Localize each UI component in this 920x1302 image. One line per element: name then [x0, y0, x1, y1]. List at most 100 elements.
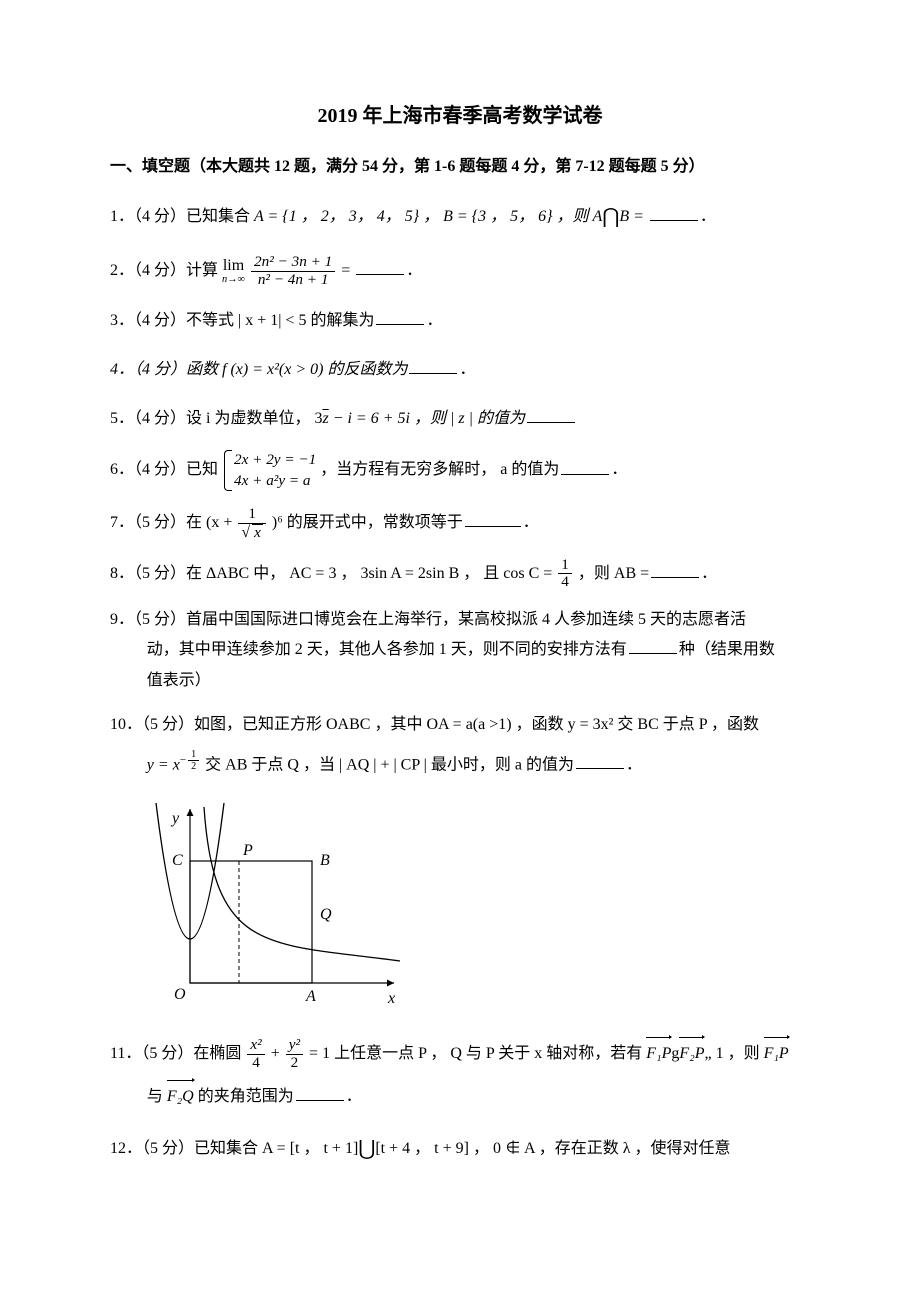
- svg-text:B: B: [320, 852, 330, 869]
- exp-num: 1: [188, 749, 199, 761]
- period: ．: [626, 756, 642, 773]
- period: ．: [406, 262, 422, 279]
- sqrt-x: x: [252, 524, 263, 542]
- q12-a: 12．（5 分）已知集合 A = [t ， t + 1]: [110, 1140, 358, 1157]
- svg-text:P: P: [242, 842, 253, 859]
- q11-l1b: = 1 上任意一点 P ， Q 与 P 关于 x 轴对称，若有: [309, 1045, 646, 1062]
- q2-stem: 2．（4 分）计算: [110, 262, 222, 279]
- limit-symbol: lim n→∞: [222, 258, 245, 285]
- q10-line1: 10．（5 分）如图，已知正方形 OABC ，其中 OA = a(a >1) ，…: [110, 710, 810, 740]
- blank: [576, 754, 624, 769]
- blank: [650, 205, 698, 220]
- q10-figure: O A B C P Qx y: [138, 795, 810, 1024]
- intersection-symbol: ⋂: [602, 205, 619, 228]
- question-10: 10．（5 分）如图，已知正方形 OABC ，其中 OA = a(a >1) ，…: [110, 710, 810, 780]
- q2-fraction: 2n² − 3n + 1 n² − 4n + 1: [251, 254, 335, 288]
- frac-den: 4: [558, 574, 572, 591]
- svg-text:y: y: [170, 810, 180, 827]
- q1-setB: B = {3 ， 5， 6} ，则 A: [443, 208, 602, 225]
- q9-line3: 值表示）: [110, 666, 810, 696]
- q5-rest: − i = 6 + 5i ，则 | z | 的值为: [329, 410, 525, 427]
- q11-l2b: 的夹角范围为: [194, 1088, 294, 1105]
- equation-system: 2x + 2y = −1 4x + a²y = a: [222, 450, 316, 491]
- frac-den: 4: [247, 1055, 264, 1072]
- q1-rest: B =: [619, 208, 644, 225]
- blank: [296, 1085, 344, 1100]
- question-5: 5．（4 分）设 i 为虚数单位， 3z − i = 6 + 5i ，则 | z…: [110, 401, 810, 436]
- lim-word: lim: [222, 258, 245, 274]
- question-3: 3．（4 分）不等式 | x + 1| < 5 的解集为 ．: [110, 303, 810, 338]
- lim-sub: n→∞: [222, 275, 245, 285]
- blank: [561, 459, 609, 474]
- q3-stem: 3．（4 分）不等式 | x + 1| < 5 的解集为: [110, 312, 374, 329]
- svg-text:C: C: [172, 852, 183, 869]
- question-8: 8．（5 分）在 ΔABC 中， AC = 3 ， 3sin A = 2sin …: [110, 556, 810, 592]
- q6-stem: 6．（4 分）已知: [110, 462, 222, 479]
- blank: [629, 639, 677, 654]
- vector-F2P: F₂P: [679, 1039, 704, 1069]
- blank: [409, 359, 457, 374]
- frac-num: 1: [238, 506, 266, 524]
- period: ．: [523, 514, 539, 531]
- period: ．: [611, 462, 627, 479]
- question-2: 2．（4 分）计算 lim n→∞ 2n² − 3n + 1 n² − 4n +…: [110, 253, 810, 289]
- q4-stem: 4．（4 分）函数 f (x) = x²(x > 0) 的反函数为: [110, 361, 407, 378]
- q7-stem: 7．（5 分）在 (x +: [110, 514, 236, 531]
- case-1: 2x + 2y = −1: [234, 450, 316, 471]
- svg-text:A: A: [305, 988, 316, 1005]
- frac-num: x²: [247, 1037, 264, 1055]
- question-6: 6．（4 分）已知 2x + 2y = −1 4x + a²y = a ，当方程…: [110, 450, 810, 491]
- blank: [465, 512, 521, 527]
- q10-yx: y = x: [147, 756, 180, 773]
- question-9: 9．（5 分）首届中国国际进口博览会在上海举行，某高校拟派 4 人参加连续 5 …: [110, 605, 810, 696]
- q1-setA: A = {1 ， 2， 3， 4， 5} ，: [254, 208, 443, 225]
- q7-fraction: 1 √x: [238, 506, 266, 541]
- frac-den: 2: [286, 1055, 303, 1072]
- q11-line1: 11．（5 分）在椭圆 x² 4 + y² 2 = 1 上任意一点 P ， Q …: [110, 1037, 810, 1071]
- q11-l2a: 与: [147, 1088, 167, 1105]
- q1-stem-a: 1．（4 分）已知集合: [110, 208, 254, 225]
- q10-line2-wrap: y = x−12 交 AB 于点 Q ，当 | AQ | + | CP | 最小…: [110, 749, 810, 781]
- q10-line2b: 交 AB 于点 Q ，当 | AQ | + | CP | 最小时，则 a 的值为: [201, 756, 574, 773]
- q7-exp: )⁶ 的展开式中，常数项等于: [272, 514, 463, 531]
- svg-text:Q: Q: [320, 906, 332, 923]
- exp-den: 2: [188, 761, 199, 772]
- q2-eq: =: [341, 262, 350, 279]
- frac-num: 1: [558, 557, 572, 575]
- question-7: 7．（5 分）在 (x + 1 √x )⁶ 的展开式中，常数项等于 ．: [110, 505, 810, 541]
- q10-exponent: −12: [180, 754, 201, 766]
- period: ．: [426, 312, 442, 329]
- q9-line2b: 种（结果用数: [679, 641, 775, 658]
- svg-text:O: O: [174, 986, 186, 1003]
- period: ．: [459, 361, 475, 378]
- blank: [356, 260, 404, 275]
- q6-rest: ，当方程有无穷多解时， a 的值为: [320, 462, 559, 479]
- case-2: 4x + a²y = a: [234, 471, 316, 492]
- q5-stem-a: 5．（4 分）设 i 为虚数单位， 3: [110, 410, 322, 427]
- svg-text:x: x: [387, 990, 395, 1007]
- question-4: 4．（4 分）函数 f (x) = x²(x > 0) 的反函数为 ．: [110, 352, 810, 387]
- period: ．: [700, 208, 716, 225]
- q8-rest: ，则 AB =: [578, 565, 649, 582]
- q8-stem: 8．（5 分）在 ΔABC 中， AC = 3 ， 3sin A = 2sin …: [110, 565, 556, 582]
- q9-line1: 9．（5 分）首届中国国际进口博览会在上海举行，某高校拟派 4 人参加连续 5 …: [110, 605, 810, 635]
- q11-line2: 与 F₂Q 的夹角范围为．: [110, 1082, 810, 1112]
- frac-num: y²: [286, 1037, 303, 1055]
- exam-title: 2019 年上海市春季高考数学试卷: [110, 100, 810, 132]
- q8-fraction: 1 4: [558, 557, 572, 591]
- blank: [376, 310, 424, 325]
- q11-frac1: x² 4: [247, 1037, 264, 1071]
- figure-svg: O A B C P Qx y: [138, 795, 408, 1015]
- blank: [527, 408, 575, 423]
- q11-l1a: 11．（5 分）在椭圆: [110, 1045, 245, 1062]
- plus-sign: +: [271, 1045, 284, 1062]
- frac-den: √x: [238, 524, 266, 542]
- blank: [651, 562, 699, 577]
- frac-num: 2n² − 3n + 1: [251, 254, 335, 272]
- q9-line2-wrap: 动，其中甲连续参加 2 天，其他人各参加 1 天，则不同的安排方法有 种（结果用数: [110, 635, 810, 665]
- q11-frac2: y² 2: [286, 1037, 303, 1071]
- q9-line2a: 动，其中甲连续参加 2 天，其他人各参加 1 天，则不同的安排方法有: [147, 641, 627, 658]
- section-1-heading: 一、填空题（本大题共 12 题，满分 54 分，第 1-6 题每题 4 分，第 …: [110, 154, 810, 180]
- period: ．: [701, 565, 717, 582]
- question-12: 12．（5 分）已知集合 A = [t ， t + 1]⋃[t + 4 ， t …: [110, 1126, 810, 1172]
